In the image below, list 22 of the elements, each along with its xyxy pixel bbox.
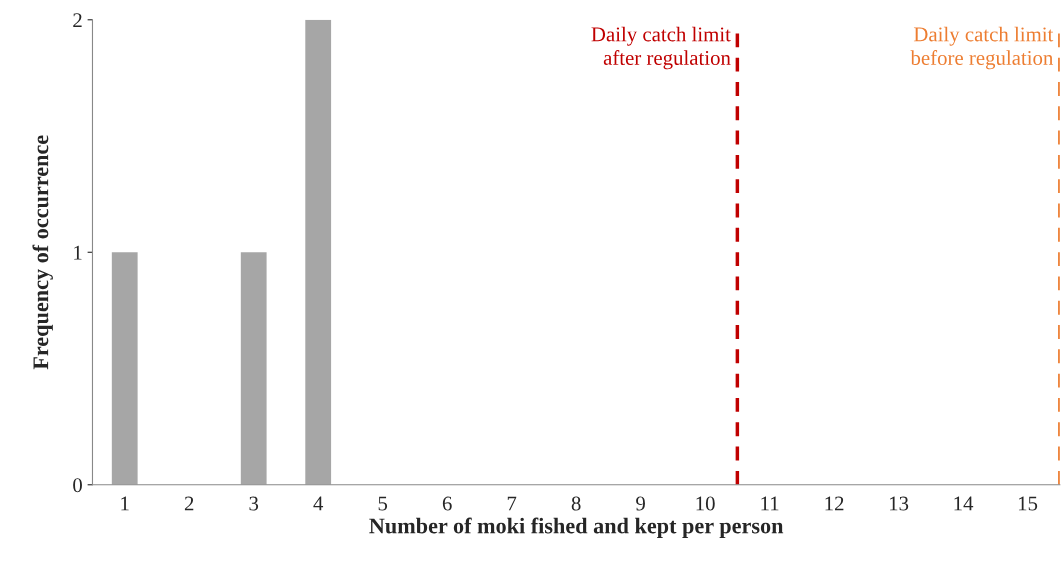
x-tick-label: 9 [636, 496, 645, 511]
x-tick-label: 6 [442, 496, 452, 511]
y-tick-label: 1 [74, 245, 82, 260]
x-tick-label: 8 [571, 496, 581, 511]
y-tick-label: 0 [73, 478, 82, 493]
x-tick-label: 5 [378, 496, 388, 511]
x-tick-label: 3 [249, 496, 259, 511]
x-tick-label: 2 [184, 496, 194, 511]
x-tick-label: 12 [825, 496, 844, 511]
x-tick-label: 10 [696, 496, 715, 511]
y-tick-label: 2 [73, 13, 82, 27]
x-tick-label: 15 [1018, 496, 1038, 511]
x-tick-label: 4 [313, 496, 324, 511]
x-tick-label: 1 [121, 496, 129, 511]
y-axis-title: Frequency of occurrence [32, 135, 53, 370]
x-tick-label: 7 [507, 496, 517, 511]
ref-line-label: Daily catch limit before regulation [910, 26, 1054, 70]
x-tick-label: 13 [890, 496, 909, 511]
x-tick-label: 11 [761, 496, 779, 511]
x-axis-title: Number of moki fished and kept per person [369, 517, 784, 538]
ref-line-label: Daily catch limit after regulation [591, 26, 731, 70]
x-tick-label: 14 [954, 496, 974, 511]
